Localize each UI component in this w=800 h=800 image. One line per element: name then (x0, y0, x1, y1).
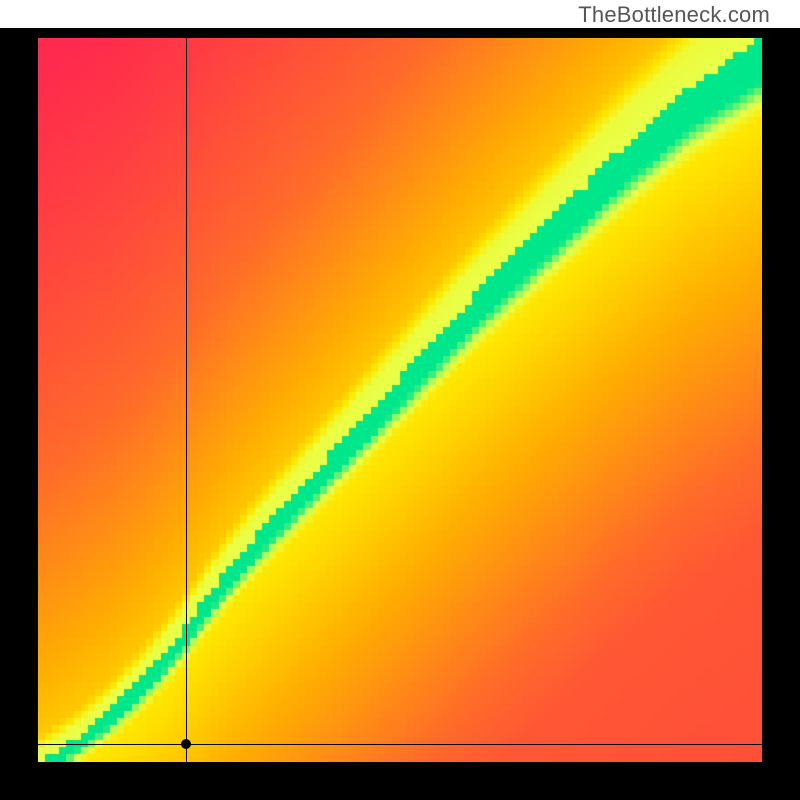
crosshair-horizontal (38, 744, 762, 745)
chart-frame (0, 28, 800, 800)
crosshair-vertical (186, 38, 187, 762)
bottleneck-heatmap (38, 38, 762, 762)
watermark-text: TheBottleneck.com (578, 2, 770, 28)
crosshair-marker (181, 739, 191, 749)
